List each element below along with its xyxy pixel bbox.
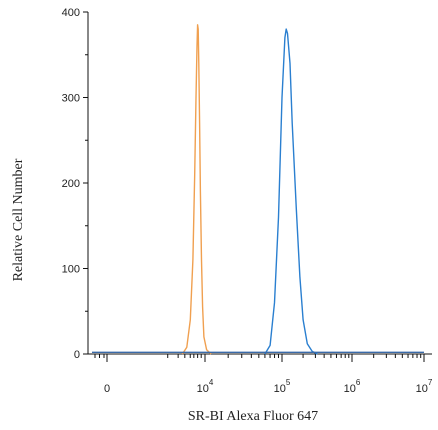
y-axis: 0 100 200 300 400 (62, 7, 89, 361)
x-tick-label: 0 (104, 383, 110, 395)
y-tick-label: 400 (62, 7, 80, 19)
y-tick-label: 300 (62, 93, 80, 105)
series-layer (92, 24, 424, 355)
x-axis-title: SR-BI Alexa Fluor 647 (188, 409, 318, 424)
y-axis-title: Relative Cell Number (11, 158, 26, 281)
x-tick-label: 104 (197, 378, 214, 395)
x-tick-label: 107 (416, 378, 433, 395)
y-tick-label: 200 (62, 178, 80, 190)
series-line-2 (264, 28, 318, 355)
x-tick-label: 105 (274, 378, 291, 395)
x-tick-label: 106 (344, 378, 361, 395)
y-tick-label: 0 (74, 349, 80, 361)
y-tick-label: 100 (62, 264, 80, 276)
series-line-1 (181, 24, 212, 355)
x-axis: 0 104 105 106 107 (88, 353, 433, 395)
